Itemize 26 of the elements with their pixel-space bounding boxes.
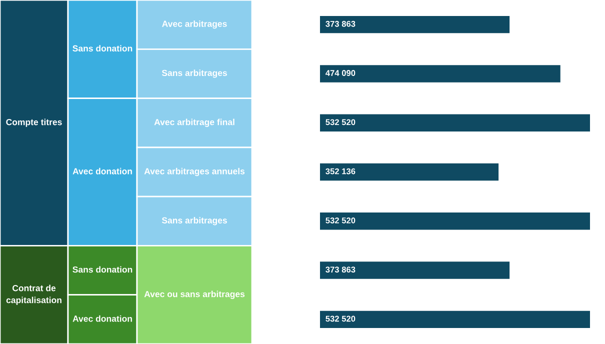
- data-label: 373 863: [326, 20, 356, 27]
- bar: [320, 16, 510, 34]
- text: Compte titres: [6, 118, 62, 127]
- y-tick-label: Avec ou sans arbitrages: [144, 290, 245, 299]
- bar: [320, 212, 590, 230]
- text: Sans donation: [72, 45, 132, 52]
- data-label: 474 090: [326, 70, 356, 76]
- y-tick-label: Avec arbitrages: [162, 20, 227, 29]
- data-label: 532 520: [326, 217, 356, 224]
- bar: [320, 163, 499, 181]
- text: Sans donation: [72, 266, 132, 273]
- bar: [320, 262, 510, 279]
- data-label: 352 136: [326, 168, 356, 174]
- text: Avec donation: [72, 315, 132, 322]
- bar: [320, 114, 590, 132]
- text: Contrat de capitalisation: [6, 284, 62, 305]
- y-tick-label: Sans arbitrages: [162, 70, 227, 78]
- y-tick-label: Sans arbitrages: [162, 217, 227, 226]
- text: Avec donation: [72, 168, 132, 174]
- data-label: 373 863: [326, 266, 356, 273]
- data-label: 532 520: [326, 119, 356, 126]
- data-label: 532 520: [326, 316, 356, 322]
- bar: [320, 65, 560, 82]
- bar: [320, 310, 590, 328]
- y-tick-label: Avec arbitrages annuels: [144, 168, 245, 176]
- y-tick-label: Avec arbitrage final: [154, 118, 234, 127]
